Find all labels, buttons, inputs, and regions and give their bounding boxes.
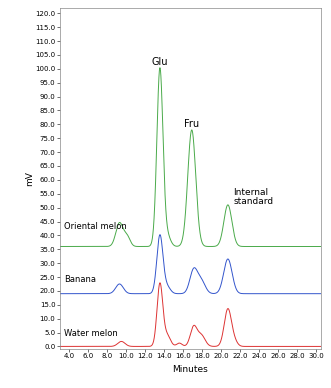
Text: Internal: Internal <box>234 187 269 197</box>
Text: Glu: Glu <box>152 57 168 68</box>
Text: Water melon: Water melon <box>64 329 118 338</box>
Text: standard: standard <box>234 197 274 206</box>
Text: Banana: Banana <box>64 275 96 284</box>
Text: Fru: Fru <box>184 118 199 128</box>
Y-axis label: mV: mV <box>25 171 34 186</box>
X-axis label: Minutes: Minutes <box>172 365 208 374</box>
Text: Oriental melon: Oriental melon <box>64 222 127 231</box>
